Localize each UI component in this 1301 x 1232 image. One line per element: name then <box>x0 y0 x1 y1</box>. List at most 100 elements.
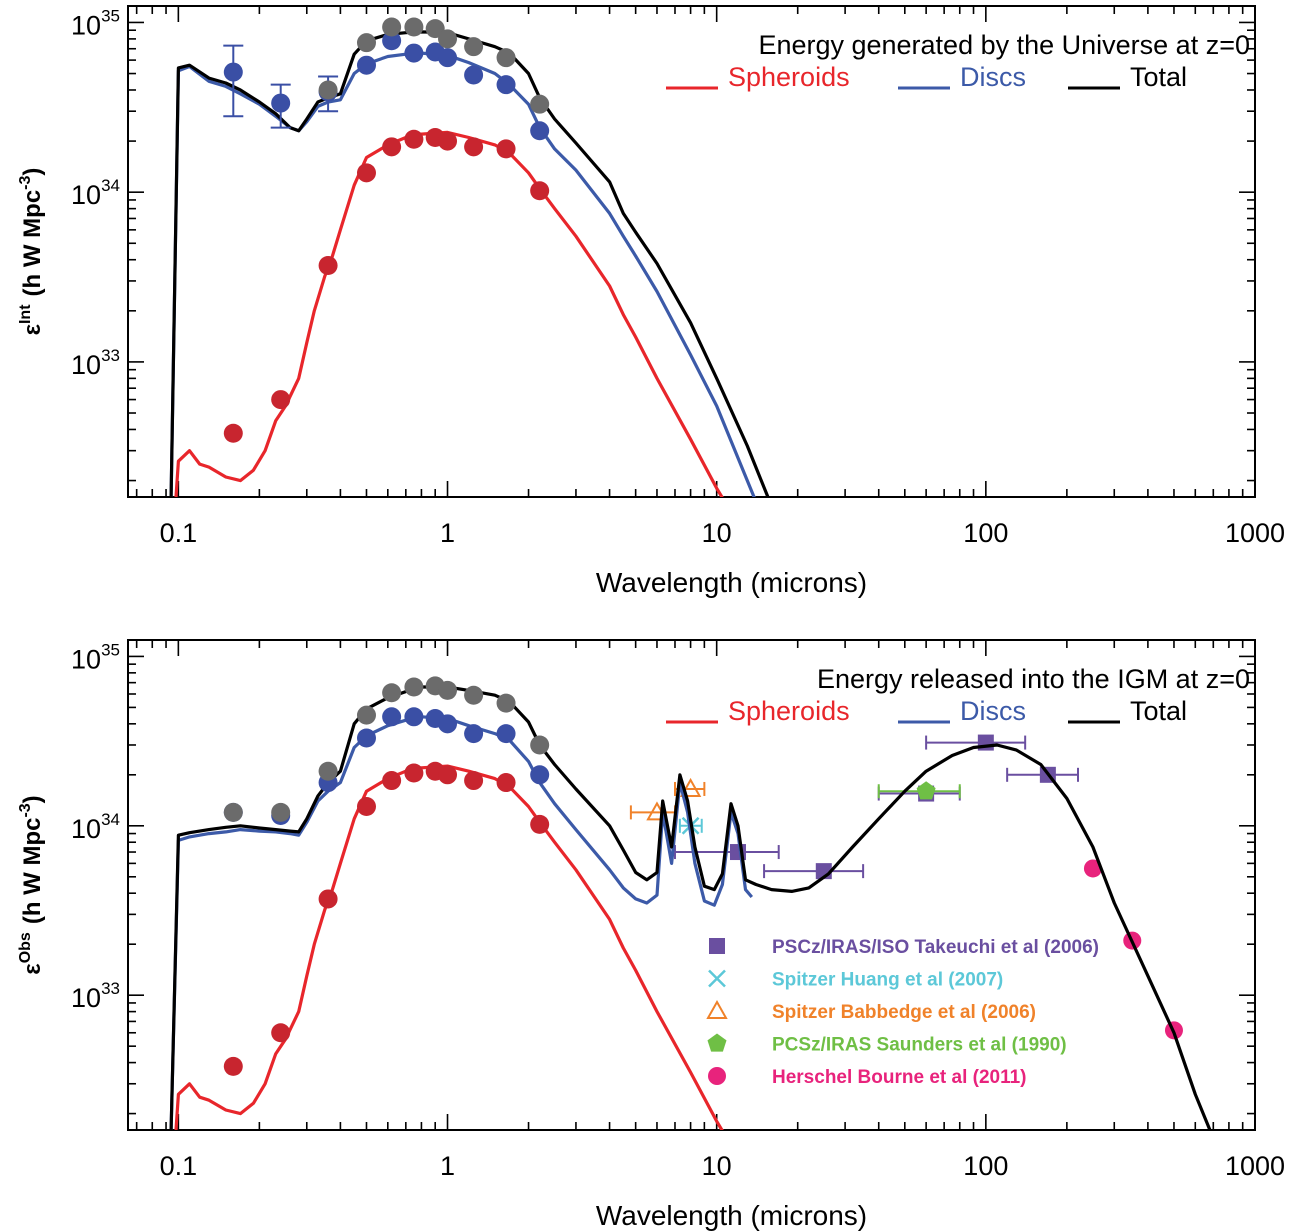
x-tick-label: 100 <box>963 518 1008 548</box>
data-point-discs <box>530 765 550 785</box>
data-point-discs <box>530 121 550 141</box>
y-tick-label: 1034 <box>71 810 120 844</box>
y-label-units-superscript: -3 <box>17 803 34 817</box>
y-label-units-superscript: -3 <box>17 176 34 190</box>
data-point-total <box>438 680 458 700</box>
data-point-total <box>271 802 291 822</box>
data-point-spheroids <box>496 139 516 159</box>
x-tick-label: 1000 <box>1225 1151 1285 1181</box>
obs-legend-label-saunders: PCSz/IRAS Saunders et al (1990) <box>772 1035 1067 1056</box>
data-point-spheroids <box>496 773 516 793</box>
y-axis-label: εObs (h W Mpc-3) <box>17 795 46 974</box>
data-point-spheroids <box>223 423 243 443</box>
obs-legend-marker-huang <box>708 969 726 988</box>
y-tick-base: 10 <box>71 814 101 844</box>
x-tick-label: 1000 <box>1225 518 1285 548</box>
data-point-total <box>530 735 550 755</box>
y-tick-exponent: 33 <box>101 346 120 365</box>
data-point-discs <box>496 724 516 744</box>
series-line-total <box>169 685 1212 1130</box>
y-tick-label: 1035 <box>71 640 120 674</box>
data-point-spheroids <box>464 137 484 157</box>
data-point-total <box>382 17 402 37</box>
y-axis-ticks <box>128 21 1255 482</box>
y-tick-label: 1034 <box>71 176 120 210</box>
data-point-spheroids <box>318 255 338 275</box>
data-point-discs <box>223 62 243 82</box>
data-point-discs <box>438 714 458 734</box>
data-point-total <box>356 33 376 53</box>
data-point-spheroids <box>356 163 376 183</box>
data-point-total <box>318 80 338 100</box>
data-point-total <box>496 693 516 713</box>
data-point-spheroids <box>271 1023 291 1043</box>
obs-legend-label-takeuchi: PSCz/IRAS/ISO Takeuchi et al (2006) <box>772 937 1099 958</box>
data-point-spheroids <box>404 129 424 149</box>
obs-legend-marker-takeuchi <box>709 938 725 954</box>
data-point-discs <box>438 48 458 68</box>
obs-legend-label-babbedge: Spitzer Babbedge et al (2006) <box>772 1002 1036 1023</box>
y-label-units: (h W Mpc <box>19 818 46 925</box>
data-point-spheroids <box>382 771 402 791</box>
x-axis-ticks <box>135 6 1256 497</box>
data-point-spheroids <box>404 763 424 783</box>
data-point-discs <box>382 707 402 727</box>
x-tick-label: 10 <box>702 518 732 548</box>
plot-area <box>169 17 770 497</box>
x-axis-ticks <box>135 640 1256 1130</box>
y-label-units: (h W Mpc <box>19 190 46 297</box>
x-tick-label: 1 <box>440 518 455 548</box>
data-point-discs <box>356 55 376 75</box>
data-point-total <box>530 94 550 114</box>
x-tick-label: 100 <box>963 1151 1008 1181</box>
x-axis-label: Wavelength (microns) <box>596 567 867 598</box>
legend-label-total: Total <box>1130 696 1187 726</box>
data-point-spheroids <box>223 1056 243 1076</box>
y-label-symbol: ε <box>19 324 46 335</box>
obs-point-saunders <box>916 781 936 800</box>
y-label-close-paren: ) <box>19 795 46 803</box>
series-line-spheroids <box>174 764 724 1130</box>
data-point-discs <box>464 65 484 85</box>
legend-label-discs: Discs <box>960 696 1026 726</box>
data-point-total <box>356 705 376 725</box>
y-axis-label: εInt (h W Mpc-3) <box>17 168 46 336</box>
data-point-spheroids <box>438 131 458 151</box>
y-tick-exponent: 34 <box>101 810 120 829</box>
y-tick-exponent: 35 <box>101 640 120 659</box>
plot-area <box>169 676 1212 1130</box>
legend-label-discs: Discs <box>960 62 1026 92</box>
data-point-spheroids <box>530 814 550 834</box>
obs-legend-label-bourne: Herschel Bourne et al (2011) <box>772 1067 1027 1088</box>
y-axis-ticks <box>128 655 1255 1115</box>
legend-label-spheroids: Spheroids <box>728 696 850 726</box>
data-point-total <box>464 685 484 705</box>
y-tick-base: 10 <box>71 10 101 40</box>
obs-legend-marker-saunders <box>707 1033 727 1052</box>
y-tick-exponent: 35 <box>101 6 120 25</box>
x-tick-label: 10 <box>702 1151 732 1181</box>
y-tick-base: 10 <box>71 983 101 1013</box>
plot-frame <box>127 639 1256 1131</box>
series-line-spheroids <box>174 130 724 497</box>
x-axis-label: Wavelength (microns) <box>596 1200 867 1231</box>
series-line-discs <box>169 51 756 497</box>
data-point-total <box>438 29 458 49</box>
data-point-total <box>464 37 484 57</box>
obs-legend-marker-bourne <box>708 1067 726 1085</box>
y-tick-exponent: 33 <box>101 979 120 998</box>
chart-title: Energy generated by the Universe at z=0 <box>758 30 1250 60</box>
data-point-spheroids <box>382 137 402 157</box>
data-point-total <box>318 761 338 781</box>
y-tick-base: 10 <box>71 180 101 210</box>
chart-title: Energy released into the IGM at z=0 <box>817 664 1250 694</box>
data-point-discs <box>271 93 291 113</box>
series-line-total <box>169 30 770 497</box>
y-tick-base: 10 <box>71 350 101 380</box>
data-point-spheroids <box>464 771 484 791</box>
data-point-total <box>223 802 243 822</box>
data-point-discs <box>382 31 402 51</box>
data-point-discs <box>404 707 424 727</box>
